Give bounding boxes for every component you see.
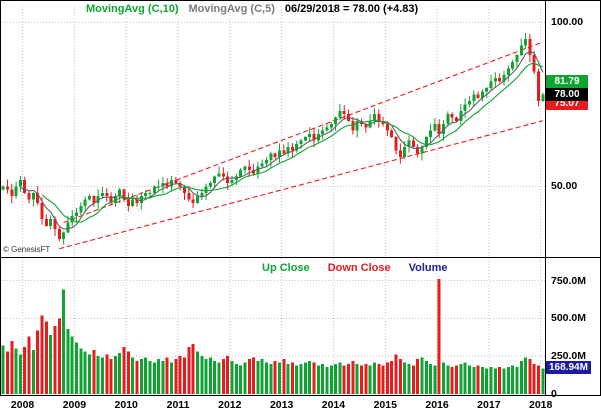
quote-label: 06/29/2018 = 78.00 (+4.83) [284,3,419,15]
volume-value-badge: 168.94M [546,361,591,375]
x-axis-year-2016: 2016 [425,399,449,411]
x-axis-year-2013: 2013 [269,399,294,411]
volume-legend: Up Close Down Close Volume [262,262,448,274]
x-axis-year-2012: 2012 [218,399,242,411]
x-axis-year-2011: 2011 [166,399,190,411]
x-axis-year-2014: 2014 [321,399,346,411]
ma5-label: MovingAvg (C,5) [188,3,275,15]
genesisft-watermark: © GenesisFT [3,245,51,254]
last-price-badge: 78.00 [546,87,588,101]
indicator-header: MovingAvg (C,10) MovingAvg (C,5) 06/29/2… [86,3,418,15]
ma10-value-badge: 81.79 [546,75,588,89]
legend-down-close: Down Close [327,262,391,274]
x-axis-year-2010: 2010 [114,399,138,411]
legend-up-close: Up Close [262,262,310,274]
x-axis-year-2015: 2015 [373,399,397,411]
volume-axis-tick-500: 500.0M [551,312,587,325]
volume-axis-tick-0: 0 [551,388,557,400]
x-axis-year-2008: 2008 [10,399,35,411]
ma10-label: MovingAvg (C,10) [86,3,179,15]
legend-volume: Volume [408,262,448,274]
volume-axis-tick-250: 250.0M [551,350,587,363]
volume-axis-tick-750: 750.0M [551,274,587,287]
price-axis-tick-50: 50.00 [551,180,578,193]
x-axis-year-2009: 2009 [62,399,87,411]
x-axis-year-2018: 2018 [528,399,553,411]
price-axis-tick-100: 100.00 [551,16,584,29]
x-axis-year-2017: 2017 [477,399,501,411]
